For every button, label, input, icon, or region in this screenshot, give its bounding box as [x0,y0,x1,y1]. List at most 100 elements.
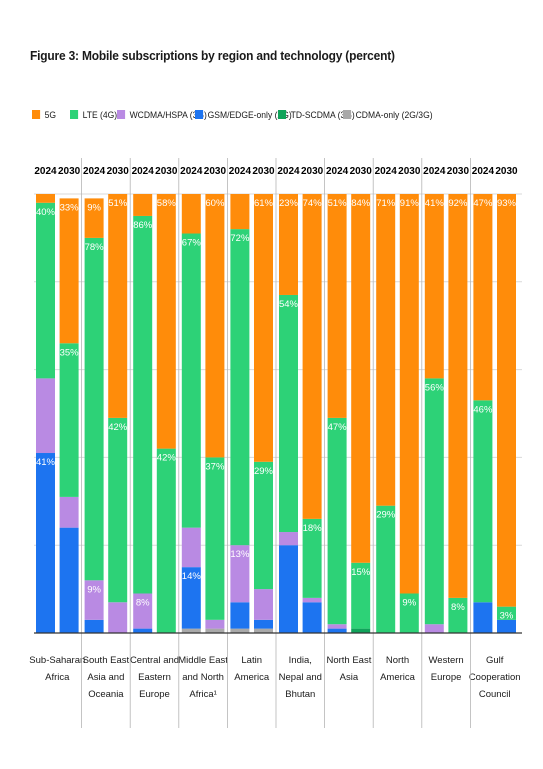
year-label: 2024 [83,166,106,177]
bar-segment-gsm-edge-only-2g [230,602,250,629]
bar-segment-wcdma-hspa-3g [108,602,128,633]
legend-label: WCDMA/HSPA (3G) [129,110,207,121]
bar-segment-wcdma-hspa-3g [279,532,298,546]
bar-segment-5g [351,194,371,563]
data-label: 93% [497,198,517,209]
data-label: 33% [60,202,80,213]
bar-segment-lte-4g [302,518,322,598]
data-label: 18% [303,523,323,534]
bar-segment-5g [84,198,104,238]
data-label: 29% [376,510,396,521]
year-label: 2024 [229,166,252,177]
data-label: 74% [303,198,323,209]
region-label: Western [428,655,463,666]
bar-segment-lte-4g [351,562,371,629]
bar-segment-gsm-edge-only-2g [84,619,104,633]
bar-segment-5g [497,194,516,607]
bar-segment-wcdma-hspa-3g [36,378,55,454]
data-label: 92% [448,198,468,209]
bar-segment-lte-4g [84,237,104,581]
year-label: 2024 [375,166,398,177]
bar-segment-lte-4g [473,400,493,603]
region-label: Africa¹ [189,689,216,700]
year-label: 2030 [107,166,130,177]
year-label: 2030 [58,166,81,177]
region-label: America [380,672,416,683]
data-label: 35% [60,347,80,358]
bar-segment-lte-4g [497,606,516,620]
data-label: 58% [157,198,177,209]
region-label: Central and [130,655,179,666]
legend-swatch [195,109,204,119]
bar-segment-wcdma-hspa-3g [84,580,104,620]
data-label: 47% [328,422,348,433]
region-label: Oceania [88,689,124,700]
data-label: 67% [182,238,202,249]
legend-swatch [343,109,352,119]
bar-segment-5g [302,194,322,519]
year-label: 2024 [180,166,203,177]
bar-segment-wcdma-hspa-3g [205,619,225,629]
bar-segment-lte-4g [424,378,444,625]
data-label: 29% [254,466,274,477]
bar-segment-gsm-edge-only-2g [254,619,273,629]
data-label: 8% [451,602,465,613]
region-label: Sub-Saharan [29,655,85,666]
year-label: 2030 [204,166,227,177]
year-label: 2030 [155,166,178,177]
data-label: 84% [351,198,371,209]
data-label: 41% [425,198,445,209]
chart-title: Figure 3: Mobile subscriptions by region… [30,48,395,63]
bar-segment-5g [133,194,153,216]
legend-label: TD-SCDMA (3G) [290,110,355,121]
bar-segment-5g [156,194,176,449]
bar-segment-gsm-edge-only-2g [279,545,298,633]
bar-segment-lte-4g [133,215,153,594]
data-label: 71% [376,198,396,209]
bar-segment-5g [473,194,493,401]
bar-segment-5g [59,198,79,344]
data-label: 60% [205,198,225,209]
year-label: 2030 [495,166,518,177]
year-label: 2024 [472,166,495,177]
region-label: North [386,655,409,666]
bar-segment-gsm-edge-only-2g [133,628,153,633]
bar-segment-gsm-edge-only-2g [497,619,516,633]
bar-segment-lte-4g [399,593,419,633]
legend-swatch [117,109,126,119]
region-label: Council [479,689,511,700]
bar-segment-td-scdma-3g [351,628,371,633]
data-label: 54% [279,299,299,310]
bar-segment-gsm-edge-only-2g [302,602,322,633]
legend-item-gsm-edge-only-2g: GSM/EDGE-only (2G) [195,108,292,124]
region-label: Europe [431,672,462,683]
data-label: 72% [230,233,250,244]
legend-item-wcdma-hspa-3g: WCDMA/HSPA (3G) [117,108,207,124]
year-label: 2024 [423,166,446,177]
bar-segment-lte-4g [376,505,396,633]
bar-segment-lte-4g [279,294,298,533]
data-label: 14% [182,571,202,582]
year-label: 2024 [132,166,155,177]
region-label: South East [83,655,130,666]
data-label: 42% [157,453,177,464]
bar-segment-5g [108,194,128,418]
bar-segment-5g [376,194,396,506]
region-label: India, [289,655,312,666]
legend-label: CDMA-only (2G/3G) [355,110,433,121]
bar-segment-gsm-edge-only-2g [181,567,201,629]
bar-segment-5g [424,194,444,379]
bar-segment-5g [230,194,250,230]
bar-segment-cdma-only-2g-3g [205,628,225,633]
bar-segment-lte-4g [448,597,468,633]
year-label: 2030 [350,166,373,177]
data-label: 46% [473,404,493,415]
region-label: Latin [241,655,262,666]
region-label: Middle East [178,655,228,666]
data-label: 56% [425,382,445,393]
legend-label: 5G [44,110,57,121]
data-label: 13% [230,549,250,560]
bar-segment-cdma-only-2g-3g [230,628,250,633]
bar-segment-5g [36,194,55,203]
